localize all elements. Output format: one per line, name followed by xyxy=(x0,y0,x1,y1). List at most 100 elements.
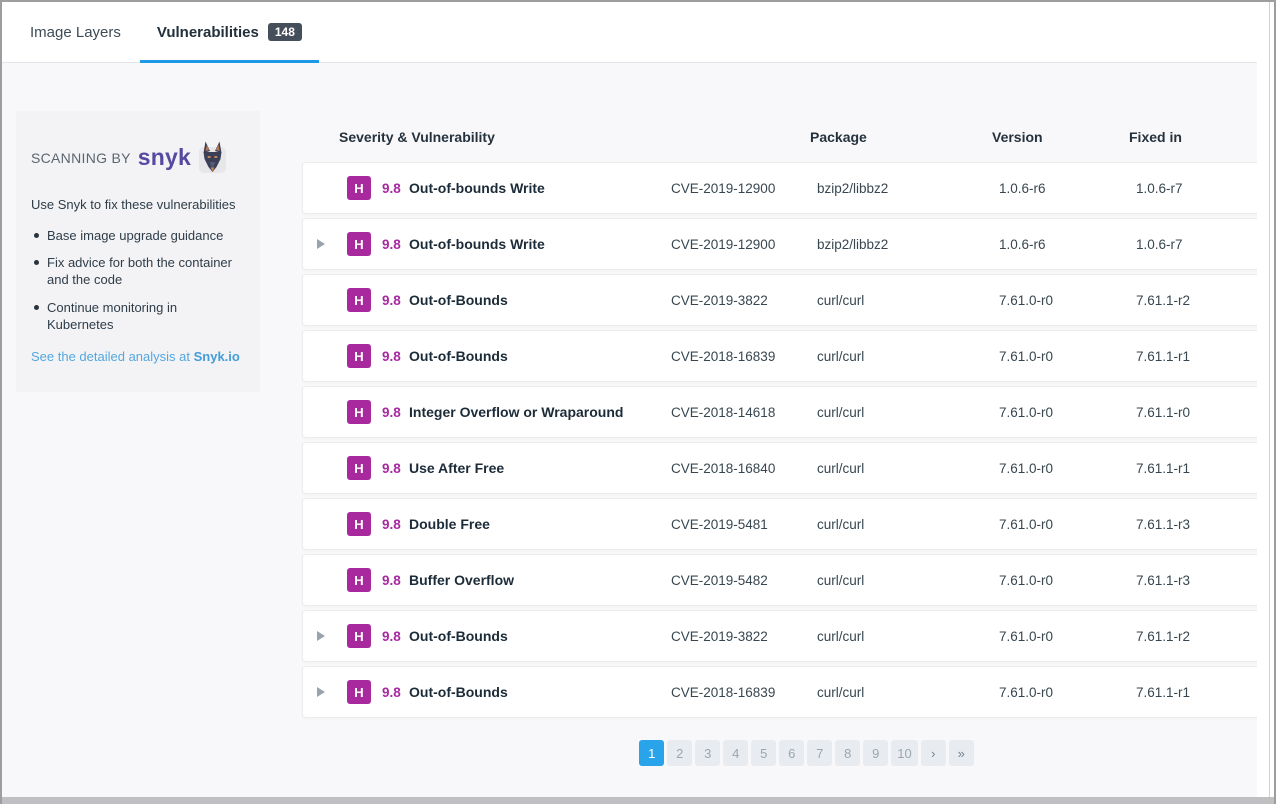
severity-cell: H xyxy=(339,288,373,312)
expand-cell xyxy=(303,295,339,305)
tab-image-layers[interactable]: Image Layers xyxy=(30,2,138,62)
severity-cell: H xyxy=(339,680,373,704)
tab-vulnerabilities[interactable]: Vulnerabilities 148 xyxy=(139,2,319,63)
fixed-in-version: 7.61.1-r1 xyxy=(1136,460,1191,476)
severity-high-badge: H xyxy=(347,456,371,480)
expand-cell xyxy=(303,183,339,193)
cve-id: CVE-2018-16840 xyxy=(671,460,776,476)
vulnerability-row[interactable]: H 9.8 Integer Overflow or Wraparound CVE… xyxy=(302,386,1259,438)
vulnerability-row[interactable]: H 9.8 Out-of-Bounds CVE-2018-16839 curl/… xyxy=(302,330,1259,382)
vulnerability-row[interactable]: H 9.8 Buffer Overflow CVE-2019-5482 curl… xyxy=(302,554,1259,606)
snyk-dog-icon xyxy=(199,141,226,173)
scrollbar-line xyxy=(1269,2,1270,797)
pagination-page-button[interactable]: 3 xyxy=(695,740,721,766)
snyk-intro-text: Use Snyk to fix these vulnerabilities xyxy=(31,197,236,212)
vulnerability-row[interactable]: H 9.8 Double Free CVE-2019-5481 curl/cur… xyxy=(302,498,1259,550)
package-name: curl/curl xyxy=(817,292,865,308)
severity-high-badge: H xyxy=(347,680,371,704)
expand-cell xyxy=(303,575,339,585)
pagination-page-button[interactable]: 1 xyxy=(639,740,665,766)
severity-cell: H xyxy=(339,176,373,200)
severity-cell: H xyxy=(339,400,373,424)
package-name: curl/curl xyxy=(817,572,865,588)
package-version: 7.61.0-r0 xyxy=(999,516,1054,532)
cvss-score: 9.8 xyxy=(382,236,401,252)
table-header-row: Severity & Vulnerability Package Version… xyxy=(302,129,1259,145)
package-version: 7.61.0-r0 xyxy=(999,628,1054,644)
content-area: SCANNING BY snyk Use Snyk to fix these v… xyxy=(2,63,1259,797)
severity-high-badge: H xyxy=(347,400,371,424)
snyk-sidebar-card: SCANNING BY snyk Use Snyk to fix these v… xyxy=(16,111,260,392)
snyk-link-prefix: See the detailed analysis at xyxy=(31,349,194,364)
pagination-page-button[interactable]: 6 xyxy=(779,740,805,766)
vulnerability-row[interactable]: H 9.8 Out-of-Bounds CVE-2019-3822 curl/c… xyxy=(302,610,1259,662)
fixed-in-version: 1.0.6-r7 xyxy=(1136,236,1183,252)
vulnerability-row[interactable]: H 9.8 Use After Free CVE-2018-16840 curl… xyxy=(302,442,1259,494)
expand-cell xyxy=(303,687,339,697)
snyk-detail-link[interactable]: See the detailed analysis at Snyk.io xyxy=(31,349,244,366)
expand-cell xyxy=(303,239,339,249)
vulnerability-name: Out-of-Bounds xyxy=(409,628,508,644)
cve-id: CVE-2018-16839 xyxy=(671,348,776,364)
cve-id: CVE-2019-5482 xyxy=(671,572,768,588)
cvss-score: 9.8 xyxy=(382,628,401,644)
header-version: Version xyxy=(992,129,1043,145)
vulnerability-row[interactable]: H 9.8 Out-of-Bounds CVE-2018-16839 curl/… xyxy=(302,666,1259,718)
pagination-next-button[interactable]: › xyxy=(920,740,946,766)
pagination-page-button[interactable]: 10 xyxy=(891,740,918,766)
vulnerability-name: Use After Free xyxy=(409,460,505,476)
vulnerability-count-badge: 148 xyxy=(267,23,302,41)
vulnerability-name: Buffer Overflow xyxy=(409,572,515,588)
package-name: curl/curl xyxy=(817,628,865,644)
header-package: Package xyxy=(810,129,867,145)
snyk-brand-row: SCANNING BY snyk xyxy=(31,141,244,174)
benefit-item: Base image upgrade guidance xyxy=(31,228,244,245)
vulnerability-table: Severity & Vulnerability Package Version… xyxy=(302,63,1259,766)
cvss-score: 9.8 xyxy=(382,516,401,532)
vulnerability-name: Out-of-Bounds xyxy=(409,292,508,308)
pagination-page-button[interactable]: 8 xyxy=(835,740,861,766)
cve-id: CVE-2018-16839 xyxy=(671,684,776,700)
expand-arrow-icon[interactable] xyxy=(317,631,325,641)
fixed-in-version: 7.61.1-r0 xyxy=(1136,404,1191,420)
vulnerability-name: Integer Overflow or Wraparound xyxy=(409,404,624,420)
expand-arrow-icon[interactable] xyxy=(317,239,325,249)
tab-bar: Image Layers Vulnerabilities 148 xyxy=(2,2,1274,63)
tab-vulnerabilities-label: Vulnerabilities xyxy=(156,23,259,41)
pagination: 1 2 3 4 5 6 7 8 9 10 › » xyxy=(354,740,1259,766)
cvss-score: 9.8 xyxy=(382,404,401,420)
package-name: curl/curl xyxy=(817,460,865,476)
benefit-item: Continue monitoring in Kubernetes xyxy=(31,300,244,334)
package-version: 7.61.0-r0 xyxy=(999,572,1054,588)
header-severity-vulnerability: Severity & Vulnerability xyxy=(339,129,495,145)
vulnerability-row[interactable]: H 9.8 Out-of-bounds Write CVE-2019-12900… xyxy=(302,218,1259,270)
severity-high-badge: H xyxy=(347,176,371,200)
severity-cell: H xyxy=(339,568,373,592)
header-fixed-in: Fixed in xyxy=(1129,129,1182,145)
severity-cell: H xyxy=(339,512,373,536)
pagination-page-button[interactable]: 7 xyxy=(807,740,833,766)
pagination-page-button[interactable]: 5 xyxy=(751,740,777,766)
expand-arrow-icon[interactable] xyxy=(317,687,325,697)
expand-cell xyxy=(303,463,339,473)
pagination-page-button[interactable]: 9 xyxy=(863,740,889,766)
vulnerability-row[interactable]: H 9.8 Out-of-bounds Write CVE-2019-12900… xyxy=(302,162,1259,214)
tab-image-layers-label: Image Layers xyxy=(30,23,121,41)
cve-id: CVE-2019-5481 xyxy=(671,516,768,532)
expand-cell xyxy=(303,351,339,361)
vuln-rows: H 9.8 Out-of-bounds Write CVE-2019-12900… xyxy=(302,162,1259,718)
package-name: curl/curl xyxy=(817,348,865,364)
package-version: 7.61.0-r0 xyxy=(999,348,1054,364)
active-tab-underline xyxy=(139,60,319,63)
pagination-last-button[interactable]: » xyxy=(948,740,974,766)
vulnerability-row[interactable]: H 9.8 Out-of-Bounds CVE-2019-3822 curl/c… xyxy=(302,274,1259,326)
scrollbar-track[interactable] xyxy=(1257,2,1274,797)
window-bottom-edge xyxy=(2,797,1274,804)
fixed-in-version: 1.0.6-r7 xyxy=(1136,180,1183,196)
package-version: 7.61.0-r0 xyxy=(999,684,1054,700)
severity-cell: H xyxy=(339,456,373,480)
pagination-page-button[interactable]: 2 xyxy=(667,740,693,766)
package-version: 1.0.6-r6 xyxy=(999,236,1046,252)
pagination-page-button[interactable]: 4 xyxy=(723,740,749,766)
cvss-score: 9.8 xyxy=(382,348,401,364)
